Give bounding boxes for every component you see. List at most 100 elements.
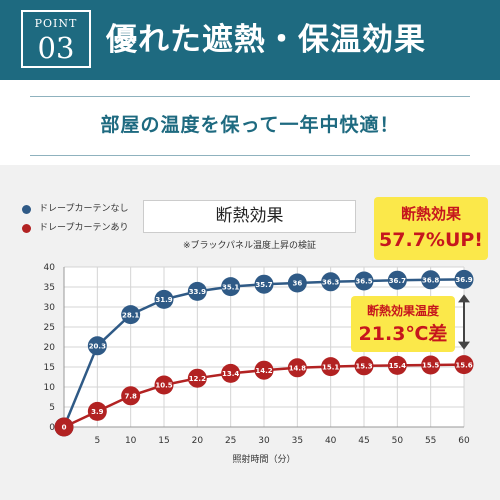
data-label-no-curtain: 20.3: [89, 343, 106, 351]
insulation-effect-label: 断熱効果: [400, 205, 461, 223]
data-point-with-curtain: [54, 417, 74, 437]
x-tick-label: 25: [225, 436, 236, 446]
temperature-difference-label: 断熱効果温度: [366, 304, 439, 318]
data-label-no-curtain: 35.1: [222, 283, 239, 291]
legend-swatch-with-curtain: [22, 224, 31, 233]
data-label-no-curtain: 33.9: [189, 288, 206, 296]
point-label: POINT: [34, 17, 78, 30]
data-point-no-curtain: [121, 305, 141, 325]
data-label-with-curtain: 15.5: [422, 362, 439, 370]
data-label-no-curtain: 35.7: [255, 281, 272, 289]
x-tick-label: 45: [358, 436, 369, 446]
x-tick-label: 30: [258, 436, 270, 446]
legend-swatch-no-curtain: [22, 205, 31, 214]
data-point-with-curtain: [187, 368, 207, 388]
data-point-no-curtain: [187, 281, 207, 301]
data-point-no-curtain: [354, 271, 374, 291]
data-point-with-curtain: [154, 375, 174, 395]
data-point-with-curtain: [387, 355, 407, 375]
insulation-effect-value: 57.7%UP!: [379, 229, 483, 251]
data-label-with-curtain: 3.9: [91, 408, 104, 416]
data-label-no-curtain: 31.9: [155, 296, 172, 304]
legend-label-no-curtain: ドレープカーテンなし: [39, 204, 129, 214]
x-axis-label: 照射時間（分）: [232, 453, 295, 465]
data-point-no-curtain: [321, 272, 341, 292]
data-label-with-curtain: 7.8: [124, 393, 137, 401]
data-point-with-curtain: [121, 386, 141, 406]
y-tick-label: 0: [49, 423, 55, 433]
data-point-no-curtain: [254, 274, 274, 294]
data-point-with-curtain: [221, 363, 241, 383]
chart-legend: ドレープカーテンなし ドレープカーテンあり: [22, 200, 128, 238]
data-point-no-curtain: [87, 336, 107, 356]
data-point-no-curtain: [221, 277, 241, 297]
data-label-with-curtain: 14.2: [255, 367, 272, 375]
point-badge: POINT 03: [21, 10, 91, 68]
data-point-with-curtain: [354, 356, 374, 376]
data-label-with-curtain: 15.3: [355, 363, 372, 371]
data-label-with-curtain: 15.1: [322, 363, 339, 371]
data-label-with-curtain: 12.2: [189, 375, 206, 383]
y-tick-label: 15: [44, 363, 55, 373]
subtitle-top-rule: [30, 96, 470, 97]
subtitle-block: 部屋の温度を保って一年中快適！: [30, 96, 470, 156]
x-tick-label: 5: [94, 436, 100, 446]
data-point-with-curtain: [87, 401, 107, 421]
data-point-with-curtain: [254, 360, 274, 380]
legend-item-no-curtain: ドレープカーテンなし: [22, 200, 128, 219]
data-point-no-curtain: [154, 289, 174, 309]
y-tick-label: 10: [44, 383, 56, 393]
data-label-no-curtain: 36.7: [389, 277, 406, 285]
legend-label-with-curtain: ドレープカーテンあり: [39, 223, 129, 233]
data-point-with-curtain: [421, 355, 441, 375]
y-tick-label: 20: [44, 343, 56, 353]
x-tick-label: 35: [292, 436, 303, 446]
data-label-no-curtain: 36: [292, 280, 302, 288]
chart-title: 断熱効果: [143, 200, 356, 233]
data-point-with-curtain: [321, 357, 341, 377]
y-tick-label: 35: [44, 283, 55, 293]
data-label-no-curtain: 36.3: [322, 279, 339, 287]
x-tick-label: 60: [458, 436, 470, 446]
insulation-effect-badge: 断熱効果 57.7%UP!: [374, 197, 488, 260]
subtitle-bottom-rule: [30, 155, 470, 156]
header-banner: POINT 03 優れた遮熱・保温効果: [0, 0, 500, 80]
data-point-no-curtain: [287, 273, 307, 293]
x-tick-label: 55: [425, 436, 436, 446]
page-title: 優れた遮熱・保温効果: [106, 22, 426, 58]
x-tick-label: 50: [392, 436, 404, 446]
data-point-with-curtain: [454, 355, 474, 375]
data-label-no-curtain: 36.9: [455, 276, 472, 284]
data-point-no-curtain: [421, 270, 441, 290]
data-point-no-curtain: [387, 270, 407, 290]
y-tick-label: 30: [44, 303, 56, 313]
x-tick-label: 10: [125, 436, 137, 446]
point-number: 03: [37, 31, 75, 65]
data-label-no-curtain: 28.1: [122, 311, 139, 319]
y-tick-label: 25: [44, 323, 55, 333]
temperature-difference-value: 21.3℃差: [358, 323, 448, 345]
x-tick-label: 20: [192, 436, 204, 446]
data-point-with-curtain: [287, 358, 307, 378]
temperature-difference-badge: 断熱効果温度 21.3℃差: [351, 296, 455, 352]
data-label-with-curtain: 0: [62, 424, 67, 432]
subtitle: 部屋の温度を保って一年中快適！: [100, 114, 400, 136]
legend-item-with-curtain: ドレープカーテンあり: [22, 219, 128, 238]
y-tick-label: 5: [49, 403, 55, 413]
data-label-with-curtain: 14.8: [289, 365, 306, 373]
data-label-with-curtain: 15.4: [389, 362, 406, 370]
data-point-no-curtain: [454, 269, 474, 289]
difference-arrow-head-down: [458, 341, 470, 350]
difference-arrow-head-up: [458, 294, 470, 303]
data-label-no-curtain: 36.5: [355, 278, 372, 286]
y-tick-label: 40: [44, 263, 56, 273]
chart-note: ※ブラックパネル温度上昇の検証: [182, 241, 317, 251]
data-label-with-curtain: 10.5: [155, 382, 172, 390]
x-tick-label: 40: [325, 436, 337, 446]
data-label-with-curtain: 13.4: [222, 370, 239, 378]
data-label-no-curtain: 36.8: [422, 277, 439, 285]
x-tick-label: 15: [158, 436, 169, 446]
data-label-with-curtain: 15.6: [455, 361, 472, 369]
